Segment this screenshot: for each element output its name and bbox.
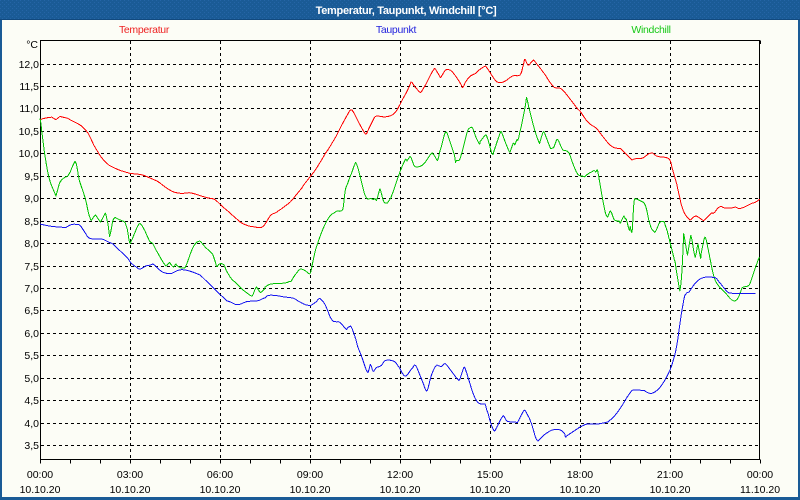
svg-text:03:00: 03:00 (117, 469, 143, 481)
svg-text:10.10.20: 10.10.20 (200, 484, 241, 496)
svg-text:7,0: 7,0 (24, 283, 39, 295)
svg-text:Temperatur, Taupunkt, Windchil: Temperatur, Taupunkt, Windchill [°C] (316, 5, 497, 17)
svg-text:09:00: 09:00 (297, 469, 323, 481)
svg-text:12:00: 12:00 (387, 469, 413, 481)
svg-text:9,5: 9,5 (24, 171, 39, 183)
svg-text:11.10.20: 11.10.20 (740, 484, 780, 496)
svg-text:6,0: 6,0 (24, 328, 39, 340)
svg-text:10,5: 10,5 (19, 126, 40, 138)
svg-text:4,5: 4,5 (24, 395, 39, 407)
svg-text:10.10.20: 10.10.20 (290, 484, 331, 496)
svg-text:10.10.20: 10.10.20 (110, 484, 151, 496)
svg-text:10.10.20: 10.10.20 (20, 484, 61, 496)
svg-text:18:00: 18:00 (567, 469, 593, 481)
svg-text:4,0: 4,0 (24, 418, 39, 430)
svg-text:10.10.20: 10.10.20 (650, 484, 691, 496)
svg-text:10.10.20: 10.10.20 (560, 484, 601, 496)
svg-text:Taupunkt: Taupunkt (376, 24, 417, 36)
svg-text:Temperatur: Temperatur (119, 24, 170, 36)
svg-text:00:00: 00:00 (747, 469, 773, 481)
svg-text:7,5: 7,5 (24, 261, 39, 273)
svg-text:10.10.20: 10.10.20 (470, 484, 511, 496)
svg-text:°C: °C (26, 39, 38, 51)
svg-text:10.10.20: 10.10.20 (380, 484, 421, 496)
svg-text:Windchill: Windchill (631, 24, 670, 36)
svg-text:00:00: 00:00 (27, 469, 53, 481)
svg-text:10,0: 10,0 (19, 148, 40, 160)
svg-text:8,5: 8,5 (24, 216, 39, 228)
svg-text:8,0: 8,0 (24, 238, 39, 250)
svg-text:21:00: 21:00 (657, 469, 683, 481)
svg-text:5,5: 5,5 (24, 350, 39, 362)
svg-text:9,0: 9,0 (24, 193, 39, 205)
svg-text:12,0: 12,0 (19, 59, 40, 71)
svg-text:5,0: 5,0 (24, 373, 39, 385)
svg-text:15:00: 15:00 (477, 469, 503, 481)
svg-text:11,5: 11,5 (19, 81, 39, 93)
svg-text:11,0: 11,0 (19, 103, 39, 115)
svg-text:6,5: 6,5 (24, 305, 39, 317)
svg-text:3,5: 3,5 (24, 440, 39, 452)
svg-text:06:00: 06:00 (207, 469, 233, 481)
